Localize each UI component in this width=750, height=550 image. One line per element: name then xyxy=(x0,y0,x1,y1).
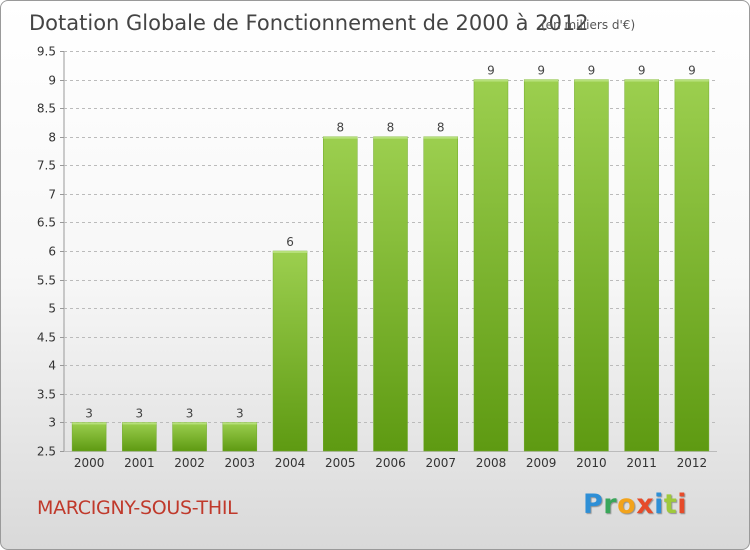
commune-name: MARCIGNY-SOUS-THIL xyxy=(37,497,238,519)
data-label-2009: 9 xyxy=(537,64,545,78)
bar-2003 xyxy=(222,422,258,452)
bar-highlight-2012 xyxy=(674,79,709,82)
y-tick-label: 9 xyxy=(48,74,56,88)
y-tick-label: 3.5 xyxy=(37,388,56,402)
x-tick-label-2010: 2010 xyxy=(576,456,607,470)
x-tick-label-2001: 2001 xyxy=(124,456,155,470)
x-tick-label-2004: 2004 xyxy=(275,456,306,470)
y-tick-label: 5.5 xyxy=(37,274,56,288)
x-tick-label-2009: 2009 xyxy=(526,456,557,470)
bar-2001 xyxy=(122,422,157,452)
bar-highlight-2010 xyxy=(574,79,609,82)
y-tick-label: 6 xyxy=(48,245,56,259)
bar-highlight-2003 xyxy=(222,422,257,425)
data-label-2006: 8 xyxy=(387,121,395,135)
x-tick-label-2002: 2002 xyxy=(174,456,205,470)
x-tick-label-2000: 2000 xyxy=(74,456,105,470)
x-tick-label-2008: 2008 xyxy=(476,456,507,470)
bar-highlight-2005 xyxy=(323,136,358,139)
x-tick-label-2006: 2006 xyxy=(375,456,406,470)
data-labels: 3 3 3 3 6 8 8 8 9 9 9 9 9 xyxy=(85,64,695,421)
proxiti-logo: Proxiti xyxy=(583,489,688,520)
x-axis-ticks: 2000 2001 2002 2003 2004 2005 2006 2007 2008 2009… xyxy=(74,456,707,470)
bars xyxy=(71,79,710,452)
data-label-2002: 3 xyxy=(186,406,194,420)
y-tick-label: 9.5 xyxy=(37,45,56,59)
bar-2005 xyxy=(323,136,358,452)
x-tick-label-2011: 2011 xyxy=(626,456,657,470)
y-tick-label: 3 xyxy=(48,416,56,430)
data-label-2000: 3 xyxy=(85,406,93,420)
x-tick-label-2007: 2007 xyxy=(425,456,456,470)
bar-2011 xyxy=(624,79,659,452)
data-label-2007: 8 xyxy=(437,121,445,135)
bar-highlight-2004 xyxy=(273,251,308,253)
bar-highlight-2002 xyxy=(172,422,207,425)
x-tick-label-2005: 2005 xyxy=(325,456,356,470)
data-label-2003: 3 xyxy=(236,406,244,420)
bar-2008 xyxy=(473,79,509,452)
bar-2012 xyxy=(674,79,710,452)
y-tick-label: 4 xyxy=(48,359,56,373)
y-tick-label: 5 xyxy=(48,302,56,316)
bar-highlight-2006 xyxy=(373,136,408,139)
data-label-2001: 3 xyxy=(136,406,144,420)
data-label-2012: 9 xyxy=(688,64,696,78)
bar-2006 xyxy=(373,136,408,452)
x-tick-label-2003: 2003 xyxy=(225,456,256,470)
x-tick-label-2012: 2012 xyxy=(677,456,708,470)
bar-2004 xyxy=(272,250,308,452)
y-tick-label: 6.5 xyxy=(37,216,56,230)
bar-highlight-2007 xyxy=(423,136,458,139)
y-tick-label: 7.5 xyxy=(37,159,56,173)
bar-highlight-2009 xyxy=(524,79,559,82)
bar-highlight-2008 xyxy=(473,79,508,82)
bar-2002 xyxy=(172,422,207,452)
y-tick-label: 8.5 xyxy=(37,102,56,116)
bar-2000 xyxy=(71,422,107,452)
data-label-2011: 9 xyxy=(638,64,646,78)
bar-2007 xyxy=(423,136,458,452)
data-label-2005: 8 xyxy=(336,121,344,135)
data-label-2004: 6 xyxy=(286,235,294,249)
data-label-2010: 9 xyxy=(588,64,596,78)
y-tick-label: 7 xyxy=(48,188,56,202)
data-label-2008: 9 xyxy=(487,64,495,78)
bar-highlight-2000 xyxy=(72,422,107,425)
bar-highlight-2011 xyxy=(624,79,659,82)
y-axis-ticks: 2.5 3 3.5 4 4.5 5 5.5 6 6.5 7 7.5 8 8.5 9 9.5 xyxy=(37,45,56,459)
bar-2010 xyxy=(574,79,609,452)
bar-highlight-2001 xyxy=(122,422,157,425)
y-tick-label: 4.5 xyxy=(37,331,56,345)
y-tick-label: 2.5 xyxy=(37,445,56,459)
y-tick-label: 8 xyxy=(48,131,56,145)
bar-2009 xyxy=(523,79,559,452)
chart-title: Dotation Globale de Fonctionnement de 20… xyxy=(29,11,589,35)
chart-subtitle: (en milliers d'€) xyxy=(541,18,636,32)
